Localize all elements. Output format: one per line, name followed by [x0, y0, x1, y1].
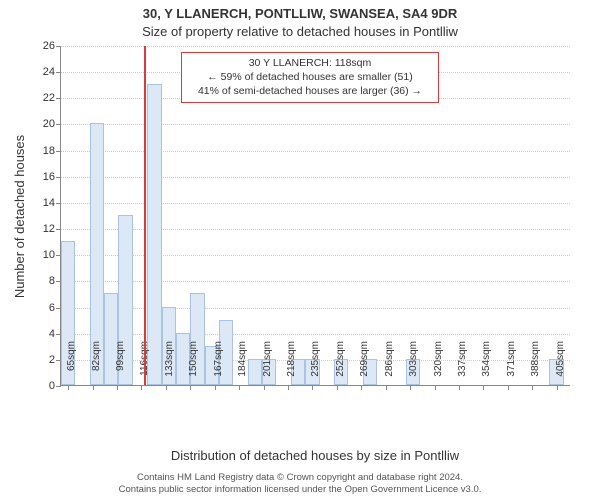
gridline — [61, 334, 570, 335]
x-tick-label: 65sqm — [66, 341, 77, 391]
footer-line-1: Contains HM Land Registry data © Crown c… — [0, 472, 600, 484]
gridline — [61, 124, 570, 125]
gridline — [61, 229, 570, 230]
y-tick-label: 14 — [43, 197, 61, 209]
x-tick-label: 133sqm — [164, 341, 175, 391]
y-tick-label: 10 — [43, 249, 61, 261]
x-axis-label: Distribution of detached houses by size … — [60, 448, 570, 463]
x-tick-label: 184sqm — [237, 341, 248, 391]
x-tick-label: 82sqm — [91, 341, 102, 391]
y-tick-label: 4 — [49, 328, 61, 340]
x-tick-label: 320sqm — [433, 341, 444, 391]
y-axis-label: Number of detached houses — [12, 46, 28, 386]
annotation-line: ← 59% of detached houses are smaller (51… — [188, 70, 432, 84]
y-tick-label: 6 — [49, 302, 61, 314]
chart-title: 30, Y LLANERCH, PONTLLIW, SWANSEA, SA4 9… — [0, 6, 600, 21]
y-tick-label: 20 — [43, 118, 61, 130]
y-tick-label: 18 — [43, 145, 61, 157]
x-tick-label: 252sqm — [335, 341, 346, 391]
annotation-box: 30 Y LLANERCH: 118sqm← 59% of detached h… — [181, 52, 439, 103]
gridline — [61, 177, 570, 178]
gridline — [61, 46, 570, 47]
y-tick-label: 12 — [43, 223, 61, 235]
plot-area: 0246810121416182022242665sqm82sqm99sqm11… — [60, 46, 570, 386]
x-tick-label: 269sqm — [359, 341, 370, 391]
histogram-bar — [147, 84, 161, 385]
marker-line — [144, 46, 146, 385]
x-tick-label: 371sqm — [506, 341, 517, 391]
y-tick-label: 22 — [43, 92, 61, 104]
y-tick-label: 8 — [49, 275, 61, 287]
chart-subtitle: Size of property relative to detached ho… — [0, 24, 600, 39]
annotation-line: 30 Y LLANERCH: 118sqm — [188, 56, 432, 70]
footer-attribution: Contains HM Land Registry data © Crown c… — [0, 472, 600, 496]
x-tick-label: 99sqm — [115, 341, 126, 391]
x-tick-label: 303sqm — [408, 341, 419, 391]
y-tick-label: 24 — [43, 66, 61, 78]
x-tick-label: 286sqm — [384, 341, 395, 391]
x-tick-label: 405sqm — [555, 341, 566, 391]
x-tick-label: 201sqm — [262, 341, 273, 391]
y-tick-label: 0 — [49, 380, 61, 392]
x-tick-label: 218sqm — [286, 341, 297, 391]
x-tick-label: 337sqm — [457, 341, 468, 391]
y-tick-label: 2 — [49, 354, 61, 366]
annotation-line: 41% of semi-detached houses are larger (… — [188, 84, 432, 98]
chart-container: 30, Y LLANERCH, PONTLLIW, SWANSEA, SA4 9… — [0, 0, 600, 500]
x-tick-label: 354sqm — [481, 341, 492, 391]
gridline — [61, 255, 570, 256]
y-tick-label: 16 — [43, 171, 61, 183]
gridline — [61, 151, 570, 152]
x-tick-label: 150sqm — [188, 341, 199, 391]
x-tick-label: 235sqm — [310, 341, 321, 391]
histogram-bar — [248, 359, 262, 385]
gridline — [61, 308, 570, 309]
x-tick-label: 388sqm — [530, 341, 541, 391]
gridline — [61, 281, 570, 282]
x-tick-label: 167sqm — [213, 341, 224, 391]
gridline — [61, 203, 570, 204]
y-tick-label: 26 — [43, 40, 61, 52]
footer-line-2: Contains public sector information licen… — [0, 484, 600, 496]
